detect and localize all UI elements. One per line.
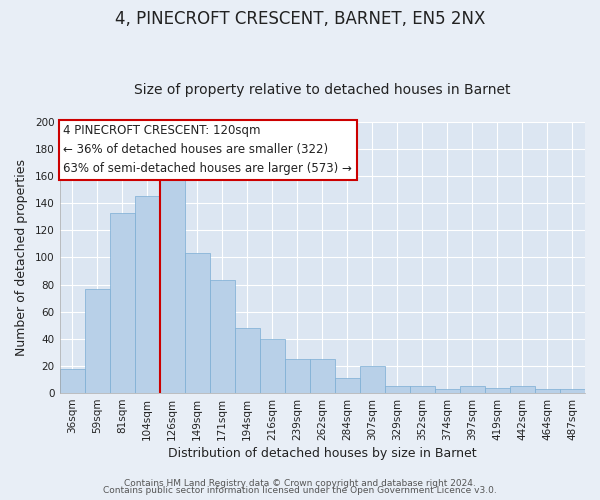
Bar — [410, 386, 435, 393]
Bar — [134, 196, 160, 393]
Bar — [360, 366, 385, 393]
Bar — [285, 359, 310, 393]
Bar — [310, 359, 335, 393]
Bar — [110, 212, 134, 393]
Bar — [209, 280, 235, 393]
Bar — [235, 328, 260, 393]
Bar — [435, 389, 460, 393]
X-axis label: Distribution of detached houses by size in Barnet: Distribution of detached houses by size … — [168, 447, 476, 460]
Bar — [560, 389, 585, 393]
Bar — [385, 386, 410, 393]
Bar — [485, 388, 510, 393]
Bar — [460, 386, 485, 393]
Text: Contains HM Land Registry data © Crown copyright and database right 2024.: Contains HM Land Registry data © Crown c… — [124, 478, 476, 488]
Bar — [335, 378, 360, 393]
Text: 4 PINECROFT CRESCENT: 120sqm
← 36% of detached houses are smaller (322)
63% of s: 4 PINECROFT CRESCENT: 120sqm ← 36% of de… — [64, 124, 352, 176]
Y-axis label: Number of detached properties: Number of detached properties — [15, 159, 28, 356]
Bar — [260, 339, 285, 393]
Text: Contains public sector information licensed under the Open Government Licence v3: Contains public sector information licen… — [103, 486, 497, 495]
Bar — [59, 368, 85, 393]
Bar — [160, 170, 185, 393]
Bar — [85, 288, 110, 393]
Bar — [185, 254, 209, 393]
Bar — [535, 389, 560, 393]
Bar — [510, 386, 535, 393]
Title: Size of property relative to detached houses in Barnet: Size of property relative to detached ho… — [134, 83, 511, 97]
Text: 4, PINECROFT CRESCENT, BARNET, EN5 2NX: 4, PINECROFT CRESCENT, BARNET, EN5 2NX — [115, 10, 485, 28]
